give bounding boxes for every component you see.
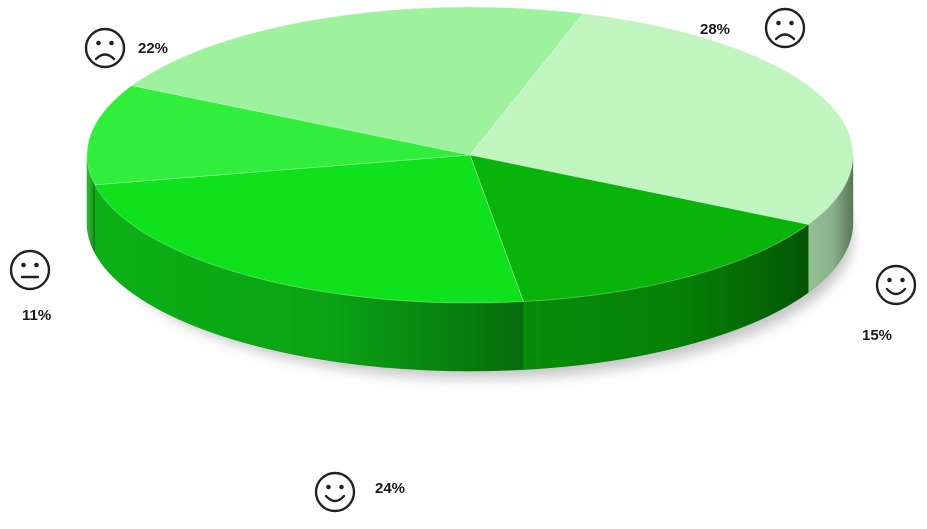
- slice-label-0: 28%: [700, 21, 730, 38]
- sad-face-icon: [84, 27, 126, 69]
- pie-slice-4: [130, 6, 584, 156]
- pie-slice-1: [469, 154, 810, 302]
- pie-slice-side-shade-3: [87, 155, 95, 253]
- smiley-face-icon: [875, 264, 917, 306]
- pie-slice-side-shade-1: [523, 224, 809, 370]
- pie-slice-side-shade-2: [94, 184, 524, 372]
- pie-slice-0: [469, 13, 854, 225]
- pie-slice-side-shade-0: [808, 155, 853, 293]
- slice-label-4: 22%: [138, 40, 168, 57]
- pie-slice-3: [86, 85, 471, 186]
- pie-slice-2: [94, 154, 524, 304]
- slice-label-2: 24%: [375, 480, 405, 497]
- neutral-face-icon: [9, 249, 51, 291]
- sad-face-icon: [764, 7, 806, 49]
- slice-label-1: 15%: [862, 327, 892, 344]
- smiley-face-icon: [314, 471, 356, 513]
- slice-label-3: 11%: [22, 307, 51, 324]
